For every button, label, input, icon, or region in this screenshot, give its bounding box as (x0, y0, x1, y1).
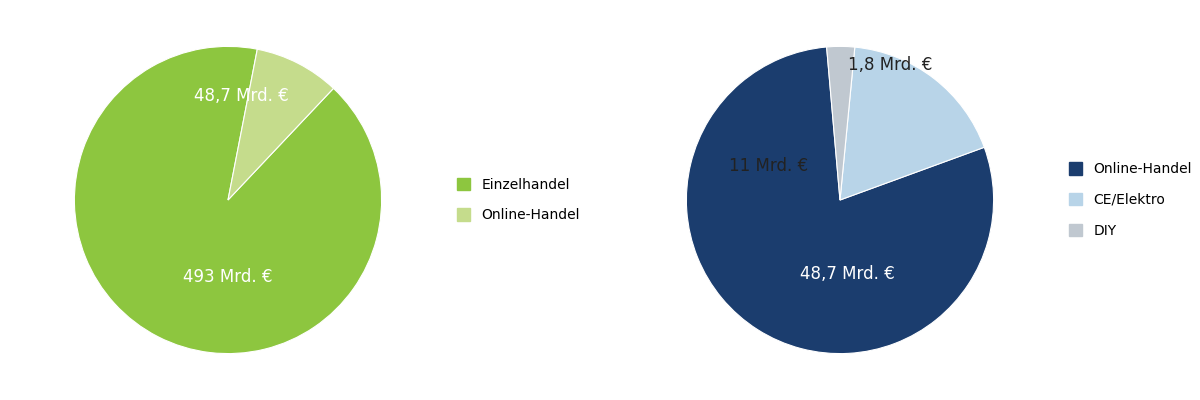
Text: 493 Mrd. €: 493 Mrd. € (184, 268, 272, 286)
Text: 48,7 Mrd. €: 48,7 Mrd. € (194, 86, 289, 104)
Wedge shape (827, 46, 854, 200)
Legend: Online-Handel, CE/Elektro, DIY: Online-Handel, CE/Elektro, DIY (1063, 157, 1198, 243)
Text: 48,7 Mrd. €: 48,7 Mrd. € (800, 265, 895, 283)
Wedge shape (840, 47, 984, 200)
Wedge shape (74, 46, 382, 354)
Wedge shape (686, 47, 994, 354)
Wedge shape (228, 49, 334, 200)
Legend: Einzelhandel, Online-Handel: Einzelhandel, Online-Handel (451, 172, 586, 228)
Text: 1,8 Mrd. €: 1,8 Mrd. € (847, 56, 932, 74)
Text: 11 Mrd. €: 11 Mrd. € (730, 157, 809, 175)
